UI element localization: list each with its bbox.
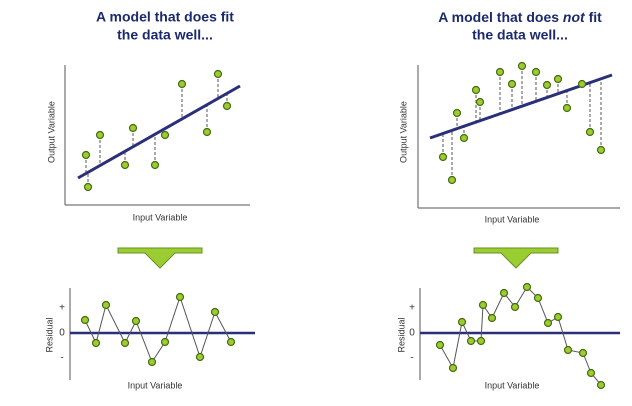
point <box>160 337 170 347</box>
point <box>499 288 509 298</box>
point <box>471 85 481 95</box>
x-axis-label: Input Variable <box>485 214 540 224</box>
y-axis-label: Residual <box>396 317 406 352</box>
point <box>226 337 236 347</box>
point <box>578 348 588 358</box>
point <box>596 145 606 155</box>
point <box>83 182 93 192</box>
y-axis-label: Output Variable <box>46 101 56 163</box>
point <box>177 79 187 89</box>
title-emphasis: not <box>563 9 586 25</box>
point <box>128 123 138 133</box>
point <box>475 97 485 107</box>
residual-trace <box>439 286 602 386</box>
point <box>563 345 573 355</box>
point <box>91 338 101 348</box>
point <box>487 313 497 323</box>
point <box>210 307 220 317</box>
point <box>160 130 170 140</box>
point <box>195 352 205 362</box>
point <box>542 80 552 90</box>
residual-tick: + <box>59 303 65 314</box>
point <box>495 67 505 77</box>
point <box>202 127 212 137</box>
point <box>222 101 232 111</box>
point <box>457 317 467 327</box>
point <box>101 300 111 310</box>
point <box>459 133 469 143</box>
title-line: the data well... <box>117 27 213 43</box>
residual-tick: + <box>409 303 415 314</box>
point <box>476 336 486 346</box>
point <box>95 130 105 140</box>
x-axis-label: Input Variable <box>485 380 540 390</box>
down-arrow <box>117 247 203 269</box>
residual-tick: - <box>60 353 63 364</box>
point <box>435 340 445 350</box>
point <box>120 338 130 348</box>
title-line: A model that does not fit <box>438 9 602 25</box>
point <box>131 316 141 326</box>
y-axis-label: Output Variable <box>398 101 408 163</box>
x-axis-label: Input Variable <box>128 380 183 390</box>
point <box>533 293 543 303</box>
point <box>586 368 596 378</box>
point <box>81 150 91 160</box>
residual-tick: 0 <box>409 328 415 339</box>
residual-tick: - <box>410 353 413 364</box>
point <box>553 74 563 84</box>
title-part: fit <box>585 9 602 25</box>
point <box>120 160 130 170</box>
point <box>448 363 458 373</box>
point <box>553 312 563 322</box>
y-axis-label: Residual <box>44 317 54 352</box>
point <box>147 357 157 367</box>
point <box>577 79 587 89</box>
point <box>80 315 90 325</box>
point <box>596 380 606 390</box>
point <box>517 61 527 71</box>
point <box>213 69 223 79</box>
point <box>585 127 595 137</box>
point <box>447 175 457 185</box>
title-part: A model that does <box>438 9 563 25</box>
point <box>562 103 572 113</box>
point <box>150 160 160 170</box>
down-arrow <box>473 247 559 269</box>
point <box>543 318 553 328</box>
residual-tick: 0 <box>59 328 65 339</box>
point <box>522 282 532 292</box>
point <box>531 67 541 77</box>
point <box>466 336 476 346</box>
point <box>175 292 185 302</box>
point <box>507 79 517 89</box>
fit-line <box>77 84 241 180</box>
x-axis-label: Input Variable <box>133 212 188 222</box>
title-line: A model that does fit <box>96 9 234 25</box>
point <box>510 302 520 312</box>
title-line: the data well... <box>472 27 568 43</box>
point <box>452 108 462 118</box>
point <box>478 300 488 310</box>
point <box>438 152 448 162</box>
